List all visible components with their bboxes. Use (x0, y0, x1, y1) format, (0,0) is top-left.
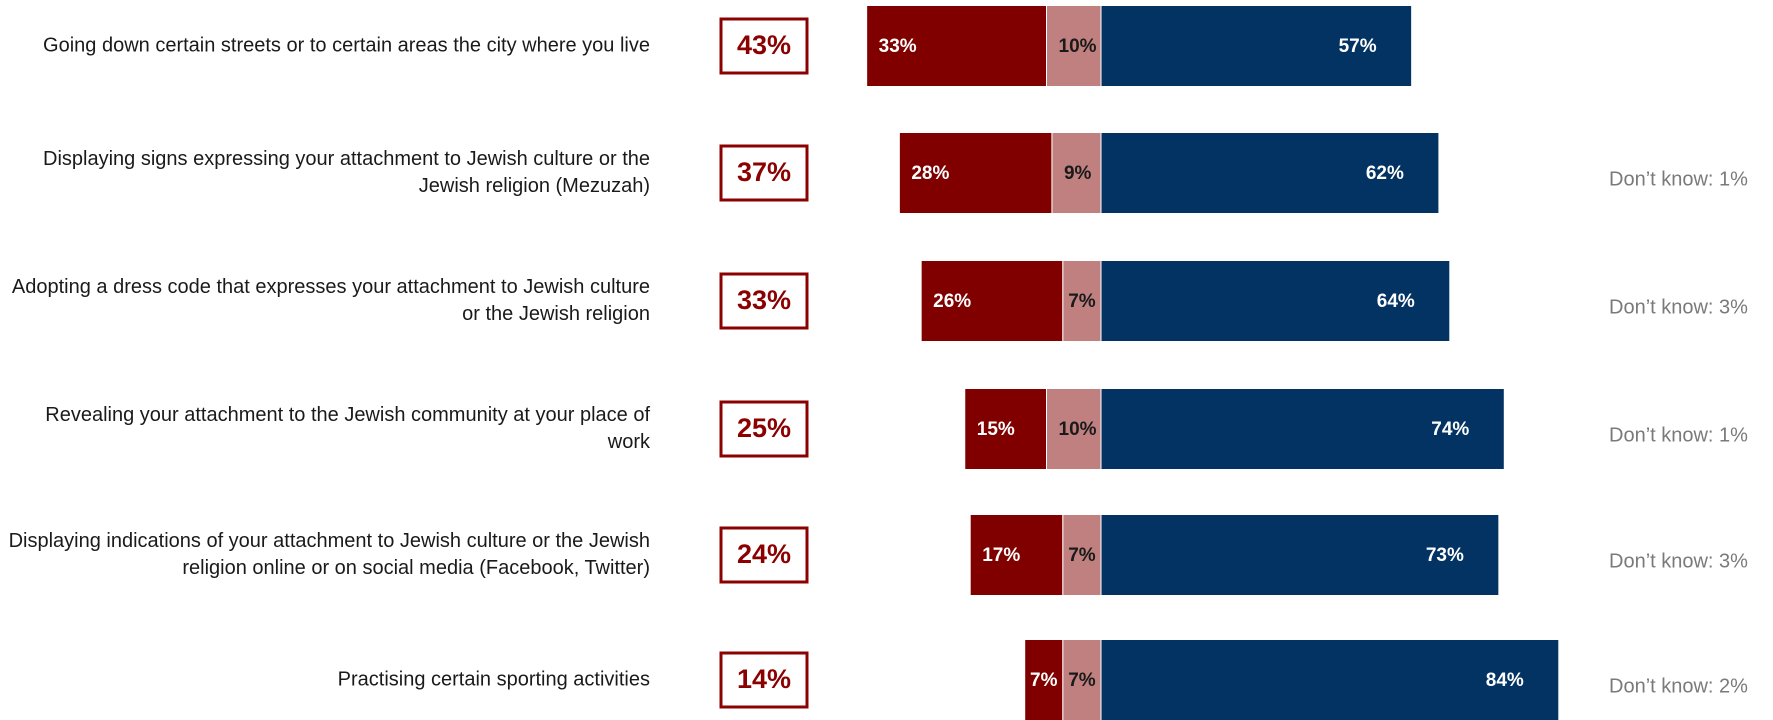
bar-label: 7% (1068, 545, 1096, 566)
bar-segment (1046, 5, 1102, 87)
net-label: 24% (737, 539, 791, 569)
category-label: Going down certain streets or to certain… (43, 34, 650, 57)
category-label: Displaying signs expressing your attachm… (43, 148, 650, 197)
bar-segment (1024, 639, 1064, 720)
category-label: Revealing your attachment to the Jewish … (45, 404, 650, 453)
bar-segment (1062, 514, 1102, 596)
bar-label: 7% (1030, 670, 1058, 691)
bar-label: 73% (1426, 545, 1464, 566)
bar-segment (1100, 132, 1440, 214)
net-label: 37% (737, 157, 791, 187)
net-box (719, 144, 809, 202)
bar-segment (1100, 260, 1451, 342)
bar-label: 74% (1431, 419, 1469, 440)
net-label: 25% (737, 413, 791, 443)
bar-segment (1051, 132, 1102, 214)
net-box (719, 272, 809, 330)
bar-label: 84% (1486, 670, 1524, 691)
bar-segment (898, 132, 1053, 214)
dont-know-note: Don’t know: 3% (1609, 296, 1748, 318)
dont-know-note: Don’t know: 2% (1609, 675, 1748, 697)
category-label: Practising certain sporting activities (337, 668, 650, 691)
dont-know-note: Don’t know: 1% (1609, 424, 1748, 446)
net-box (719, 651, 809, 709)
bar-label: 10% (1059, 36, 1097, 57)
category-label: Adopting a dress code that expresses you… (11, 276, 650, 325)
bar-segment (969, 514, 1064, 596)
bar-segment (1100, 514, 1500, 596)
bar-label: 7% (1068, 670, 1096, 691)
bar-segment (1100, 5, 1413, 87)
bar-segment (920, 260, 1064, 342)
bar-segment (1062, 639, 1102, 720)
net-box (719, 526, 809, 584)
bar-segment (964, 388, 1047, 470)
net-label: 33% (737, 285, 791, 315)
bar-label: 9% (1064, 163, 1092, 184)
dont-know-note: Don’t know: 3% (1609, 550, 1748, 572)
bar-label: 10% (1059, 419, 1097, 440)
bar-label: 33% (879, 36, 917, 57)
net-box (719, 400, 809, 458)
bar-segment (1100, 388, 1505, 470)
bar-label: 7% (1068, 291, 1096, 312)
dont-know-note: Don’t know: 1% (1609, 168, 1748, 190)
bar-label: 62% (1366, 163, 1404, 184)
bar-label: 28% (911, 163, 949, 184)
bar-label: 15% (977, 419, 1015, 440)
net-label: 14% (737, 664, 791, 694)
bar-segment (1100, 639, 1560, 720)
category-label: Displaying indications of your attachmen… (8, 530, 650, 579)
bar-label: 64% (1377, 291, 1415, 312)
bar-label: 17% (982, 545, 1020, 566)
bar-label: 57% (1339, 36, 1377, 57)
net-label: 43% (737, 30, 791, 60)
bar-label: 26% (933, 291, 971, 312)
net-box (719, 17, 809, 75)
bar-segment (866, 5, 1048, 87)
